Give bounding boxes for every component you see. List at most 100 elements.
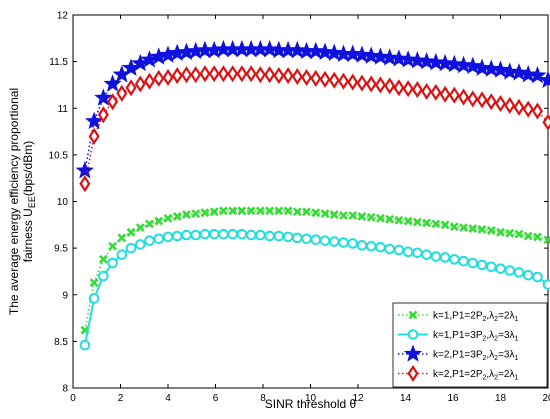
data-point [144,72,156,90]
x-axis-title: SINR threshold θ [265,397,357,411]
x-tick-label: 0 [70,393,76,404]
legend-marker-4 [407,364,419,383]
data-point [393,244,405,256]
series-markers-2 [79,228,550,351]
data-point [394,215,404,225]
y-tick-label: 10.5 [49,150,69,161]
data-point [422,218,432,228]
data-point [371,47,390,65]
data-point [217,65,229,83]
y-tick-label: 9.5 [54,244,68,255]
data-point [385,214,395,224]
data-point [199,228,211,240]
data-point [476,259,488,271]
data-point [200,208,210,218]
data-point [347,238,359,249]
data-point [509,63,529,81]
data-point [375,241,386,253]
data-point [236,228,248,240]
data-point [255,206,265,216]
data-point [154,216,164,226]
data-point [337,72,349,90]
data-point [208,65,220,83]
data-point [542,113,550,131]
data-point [254,66,266,84]
data-point [144,235,155,246]
data-point [459,223,468,233]
legend-marker-3 [403,344,423,362]
data-point [519,65,538,83]
data-point [97,106,109,124]
legend-marker-2 [407,329,419,340]
data-point [468,224,478,233]
data-point [356,74,368,92]
data-point [125,242,137,254]
data-point [172,212,182,221]
data-point [421,82,433,100]
data-point [237,206,247,216]
data-point [265,206,275,216]
data-point [315,42,335,61]
data-point [311,208,321,218]
data-point [302,207,311,217]
data-point [376,213,385,223]
x-tick-label: 4 [165,393,171,404]
data-point [117,233,127,243]
data-point [366,212,376,222]
data-point [79,175,91,193]
data-point [476,91,488,109]
data-point [458,88,470,106]
data-point [445,54,464,73]
data-point [485,93,497,111]
data-point [319,70,331,88]
data-point [412,217,422,227]
data-point [500,62,519,80]
x-tick-label: 10 [305,393,317,404]
data-point [208,228,220,240]
data-point [398,50,418,68]
data-point [374,76,386,94]
data-point [448,86,460,104]
data-point [513,98,525,116]
legend-label-2: k=1,P1=3P2,λ2=3λ1 [433,330,518,343]
data-point [153,69,165,87]
data-point [310,69,322,87]
data-point [449,222,459,232]
data-point [291,232,303,244]
data-point [348,211,358,220]
data-point [135,223,145,233]
data-point [389,49,409,67]
data-point [199,65,211,83]
data-point [522,100,534,118]
data-point [209,207,219,217]
data-point [228,206,238,216]
data-point [88,127,100,145]
x-tick-label: 8 [260,393,266,404]
data-point [171,67,183,85]
series-markers-1 [80,206,550,335]
data-point [439,252,451,263]
data-point [79,339,91,351]
data-point [227,228,238,240]
data-point [482,59,501,77]
data-point [98,270,109,282]
data-point [163,213,173,223]
x-tick-label: 20 [542,393,550,404]
data-point [412,247,423,259]
data-point [282,67,294,85]
data-point [421,249,432,260]
data-point [89,278,99,288]
data-point [125,79,137,97]
data-point [273,67,285,85]
y-axis-title-line2: fairness UEE(bps/dBm) [21,141,37,262]
data-point [528,65,547,84]
data-point [514,229,524,239]
legend-label-1: k=1,P1=2P2,λ2=2λ1 [433,311,518,324]
data-point [153,233,165,245]
legend-label-3: k=2,P1=3P2,λ2=3λ1 [433,350,518,363]
data-point [236,65,248,83]
series-markers-3 [75,39,550,179]
data-point [495,263,506,274]
data-point [542,279,550,290]
